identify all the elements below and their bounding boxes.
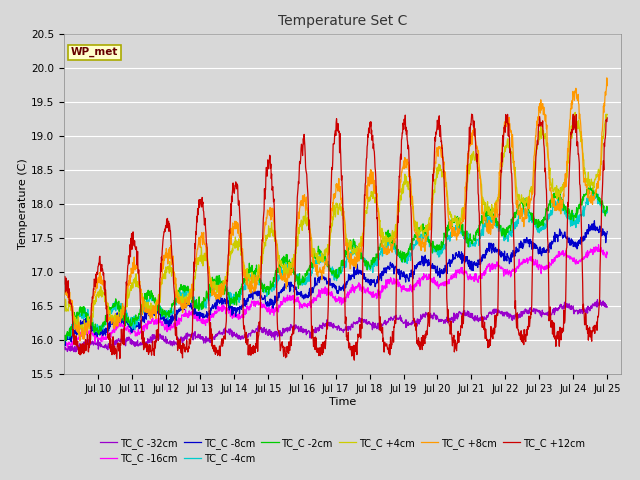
TC_C -8cm xyxy=(168,319,176,325)
TC_C -16cm xyxy=(492,264,499,270)
TC_C -4cm xyxy=(420,230,428,236)
TC_C +4cm xyxy=(492,202,499,207)
TC_C -32cm xyxy=(72,349,79,355)
Line: TC_C -8cm: TC_C -8cm xyxy=(64,221,607,346)
TC_C +12cm xyxy=(242,333,250,338)
TC_C +8cm xyxy=(540,106,547,112)
Line: TC_C -2cm: TC_C -2cm xyxy=(64,182,607,343)
Line: TC_C -32cm: TC_C -32cm xyxy=(64,300,607,352)
TC_C +8cm xyxy=(242,276,250,282)
X-axis label: Time: Time xyxy=(329,397,356,407)
TC_C +4cm xyxy=(420,228,428,234)
TC_C -2cm xyxy=(604,207,611,213)
TC_C -4cm xyxy=(492,218,499,224)
TC_C -4cm xyxy=(590,191,598,196)
TC_C +8cm xyxy=(60,301,68,307)
TC_C -2cm xyxy=(420,228,428,234)
TC_C -8cm xyxy=(61,343,69,348)
TC_C +8cm xyxy=(76,338,84,344)
TC_C -32cm xyxy=(181,336,189,342)
TC_C -32cm xyxy=(168,339,176,345)
TC_C -32cm xyxy=(242,332,250,338)
TC_C -4cm xyxy=(242,280,250,286)
TC_C -8cm xyxy=(604,228,611,234)
TC_C +12cm xyxy=(492,324,499,330)
TC_C -32cm xyxy=(420,311,428,317)
TC_C -16cm xyxy=(420,274,428,279)
TC_C +12cm xyxy=(181,347,189,353)
Title: Temperature Set C: Temperature Set C xyxy=(278,14,407,28)
Line: TC_C -4cm: TC_C -4cm xyxy=(64,193,607,340)
TC_C +4cm xyxy=(572,109,579,115)
TC_C -16cm xyxy=(604,251,611,257)
TC_C +8cm xyxy=(492,211,499,216)
TC_C -4cm xyxy=(61,337,68,343)
TC_C -8cm xyxy=(60,336,68,342)
TC_C +12cm xyxy=(60,281,68,287)
TC_C -32cm xyxy=(492,309,499,315)
TC_C +8cm xyxy=(604,83,611,88)
TC_C -16cm xyxy=(168,324,176,330)
TC_C -2cm xyxy=(492,210,499,216)
TC_C -8cm xyxy=(242,298,250,303)
TC_C +12cm xyxy=(540,133,547,139)
Line: TC_C +8cm: TC_C +8cm xyxy=(64,78,607,341)
TC_C -16cm xyxy=(60,338,68,344)
Legend: TC_C -32cm, TC_C -16cm, TC_C -8cm, TC_C -4cm, TC_C -2cm, TC_C +4cm, TC_C +8cm, T: TC_C -32cm, TC_C -16cm, TC_C -8cm, TC_C … xyxy=(96,434,589,468)
TC_C -2cm xyxy=(540,218,547,224)
TC_C -2cm xyxy=(168,301,176,307)
Line: TC_C -16cm: TC_C -16cm xyxy=(64,245,607,348)
TC_C +4cm xyxy=(168,265,176,271)
TC_C -16cm xyxy=(181,313,189,319)
TC_C -8cm xyxy=(420,263,428,268)
TC_C +4cm xyxy=(540,132,547,138)
TC_C +4cm xyxy=(604,111,611,117)
Line: TC_C +4cm: TC_C +4cm xyxy=(64,112,607,335)
TC_C -16cm xyxy=(595,242,602,248)
TC_C -4cm xyxy=(181,293,189,299)
TC_C -8cm xyxy=(591,218,598,224)
TC_C -4cm xyxy=(604,208,611,214)
TC_C -32cm xyxy=(60,344,68,350)
Text: WP_met: WP_met xyxy=(70,47,118,58)
TC_C -8cm xyxy=(492,247,499,253)
TC_C +12cm xyxy=(420,333,428,339)
TC_C -32cm xyxy=(593,297,601,302)
TC_C -2cm xyxy=(586,180,594,185)
TC_C +12cm xyxy=(351,357,358,363)
TC_C +12cm xyxy=(604,115,611,121)
TC_C -2cm xyxy=(242,278,250,284)
TC_C +8cm xyxy=(168,260,176,266)
TC_C -32cm xyxy=(604,304,611,310)
TC_C +12cm xyxy=(468,111,476,117)
TC_C +8cm xyxy=(181,297,189,302)
TC_C -4cm xyxy=(540,227,547,232)
Line: TC_C +12cm: TC_C +12cm xyxy=(64,114,607,360)
TC_C -16cm xyxy=(540,265,547,271)
TC_C -16cm xyxy=(242,310,250,316)
TC_C -2cm xyxy=(181,283,189,288)
TC_C +4cm xyxy=(181,297,189,302)
Y-axis label: Temperature (C): Temperature (C) xyxy=(19,158,28,250)
TC_C -32cm xyxy=(540,310,547,315)
TC_C +4cm xyxy=(60,305,68,311)
TC_C -2cm xyxy=(60,334,68,339)
TC_C +4cm xyxy=(242,269,250,275)
TC_C -8cm xyxy=(540,246,547,252)
TC_C +8cm xyxy=(420,240,428,245)
TC_C -8cm xyxy=(181,303,189,309)
TC_C +12cm xyxy=(168,247,175,253)
TC_C +4cm xyxy=(76,332,83,338)
TC_C -4cm xyxy=(60,334,68,339)
TC_C -4cm xyxy=(168,309,176,314)
TC_C -2cm xyxy=(61,340,68,346)
TC_C -16cm xyxy=(63,345,71,350)
TC_C +8cm xyxy=(603,75,611,81)
